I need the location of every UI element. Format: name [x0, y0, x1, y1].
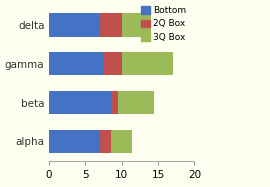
Bar	[100, 130, 111, 153]
Bar	[103, 52, 122, 76]
Bar	[122, 13, 151, 37]
Bar	[122, 52, 173, 76]
Bar	[49, 13, 100, 37]
Legend: Bottom, 2Q Box, 3Q Box: Bottom, 2Q Box, 3Q Box	[137, 2, 190, 46]
Bar	[111, 91, 118, 114]
Bar	[49, 52, 103, 76]
Bar	[49, 130, 100, 153]
Bar	[100, 13, 122, 37]
Bar	[49, 91, 111, 114]
Bar	[118, 91, 154, 114]
Bar	[111, 130, 133, 153]
